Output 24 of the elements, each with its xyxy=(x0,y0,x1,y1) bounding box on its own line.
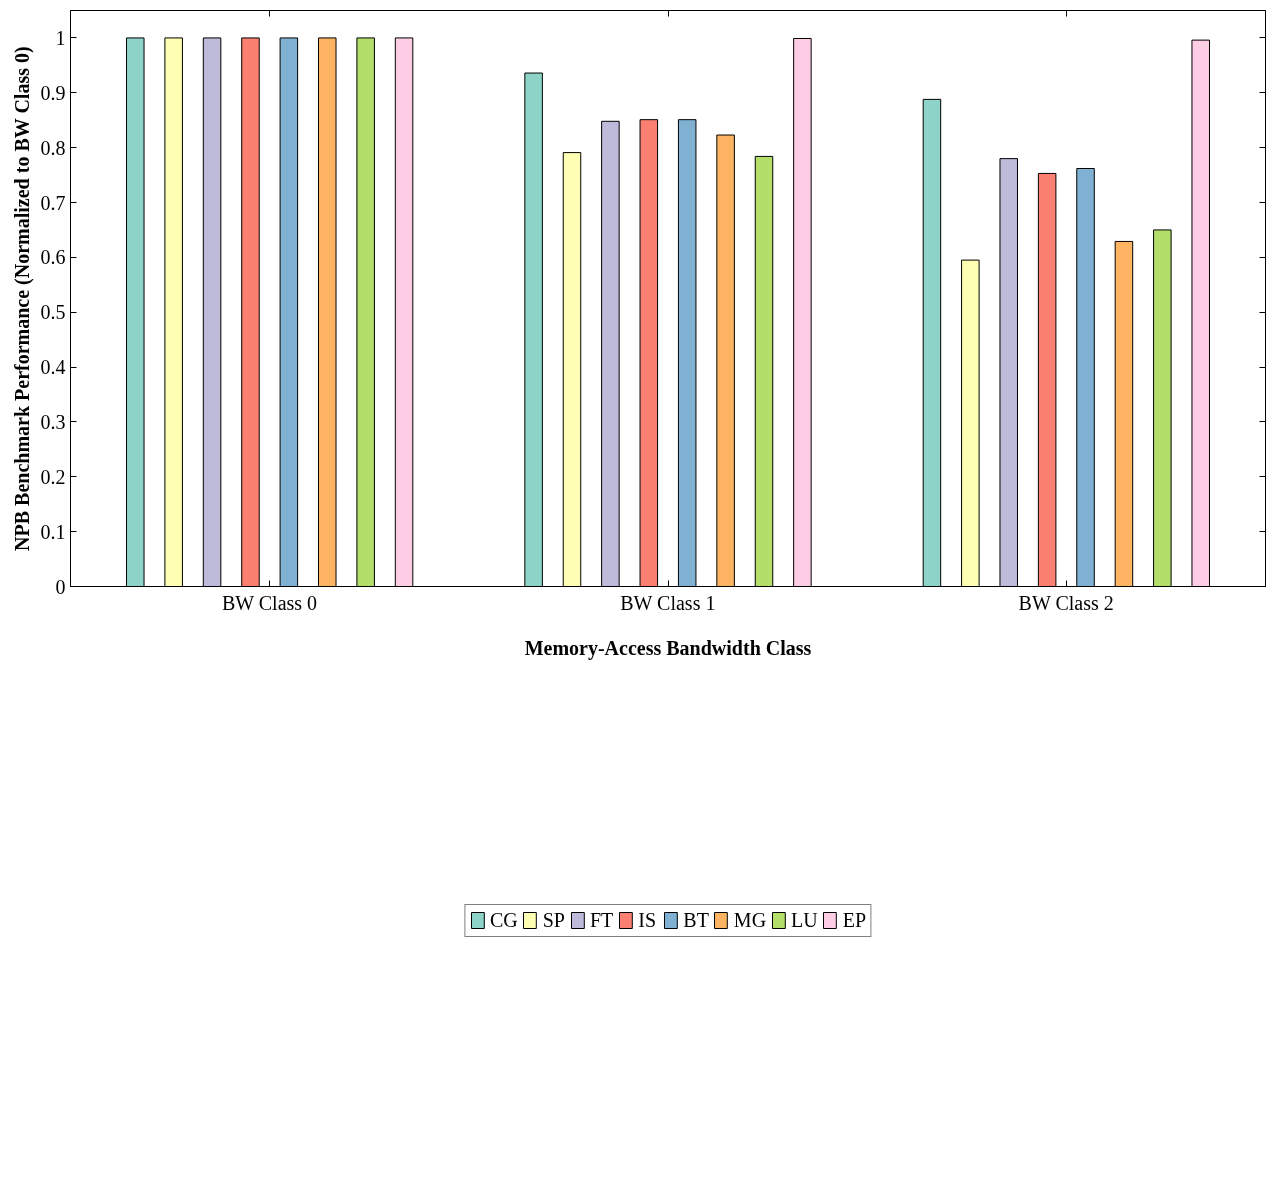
y-tick-label: 0.4 xyxy=(40,356,66,379)
legend-label: SP xyxy=(542,908,565,932)
legend-label: LU xyxy=(791,908,818,932)
y-tick-label: 0.1 xyxy=(40,520,66,543)
x-tick-label: BW Class 1 xyxy=(620,591,716,614)
legend-label: MG xyxy=(733,908,767,932)
y-tick-label: 0.5 xyxy=(40,301,66,324)
legend-label: CG xyxy=(489,908,518,932)
y-tick-label: 0 xyxy=(55,575,66,598)
legend-label: FT xyxy=(589,908,614,932)
y-axis-title: NPB Benchmark Performance (Normalized to BW Class 0) xyxy=(10,46,34,551)
y-tick-label: 0.7 xyxy=(40,191,66,214)
y-tick-label: 0.6 xyxy=(40,246,66,269)
y-tick-label: 0.8 xyxy=(40,136,66,159)
legend-label: IS xyxy=(638,908,658,932)
y-tick-label: 1 xyxy=(55,26,66,49)
y-tick-label: 0.3 xyxy=(40,410,66,433)
x-tick-label: BW Class 0 xyxy=(221,591,318,614)
y-tick-label: 0.2 xyxy=(40,465,66,488)
x-axis-title: Memory-Access Bandwidth Class xyxy=(524,636,812,660)
y-tick-label: 0.9 xyxy=(40,81,66,104)
legend-label: BT xyxy=(683,908,709,932)
legend-label: EP xyxy=(842,908,867,932)
x-tick-label: BW Class 2 xyxy=(1018,591,1114,614)
